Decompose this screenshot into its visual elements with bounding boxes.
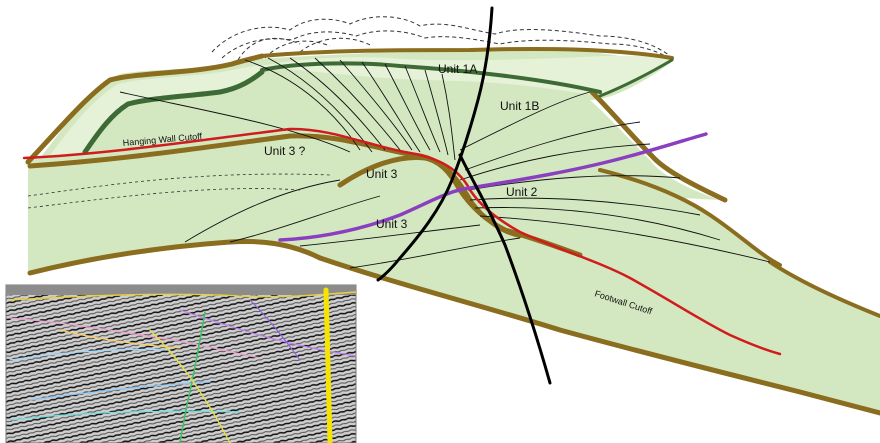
brown-band-right-step [598, 168, 782, 267]
label-unit-3-query: Unit 3 ? [264, 144, 306, 158]
dark-green-band-right [598, 58, 674, 98]
cutoff-lines [22, 127, 782, 356]
brown-band-upper-right [768, 260, 880, 318]
pale-left-flap [48, 65, 270, 158]
hanging-wall-cutoff-line [22, 127, 472, 192]
brown-band-right-upper [589, 89, 728, 203]
label-unit-3-lower: Unit 3 [376, 217, 408, 231]
brown-band-top-left [25, 53, 265, 165]
black-fault-main [376, 6, 494, 282]
eroded-section-outline [211, 16, 673, 61]
black-fault-secondary [458, 153, 552, 385]
brown-bands [25, 46, 880, 416]
label-unit-3-upper: Unit 3 [366, 167, 398, 181]
lower-green-sheet [28, 128, 880, 413]
dashed-bedding-lines [27, 173, 331, 209]
label-unit-1b: Unit 1B [500, 99, 539, 113]
brown-band-lower-right [317, 255, 880, 416]
purple-fault-line [278, 132, 708, 242]
dark-green-band-left [82, 69, 265, 155]
seismic-inset-frame [5, 284, 357, 443]
brown-band-top [260, 46, 674, 60]
label-unit-1a: Unit 1A [438, 62, 477, 76]
dark-green-bands [82, 58, 674, 155]
black-faults [376, 6, 552, 385]
brown-band-unit3-lower [468, 198, 522, 238]
dark-green-band-top [260, 61, 602, 94]
seismic-inset [5, 284, 357, 443]
brown-band-lower-left [27, 238, 323, 276]
footwall-cutoff-line [468, 188, 782, 356]
bedding-lines [119, 57, 771, 269]
brown-band-unit3-upper [337, 154, 473, 203]
label-unit-2: Unit 2 [506, 185, 538, 199]
